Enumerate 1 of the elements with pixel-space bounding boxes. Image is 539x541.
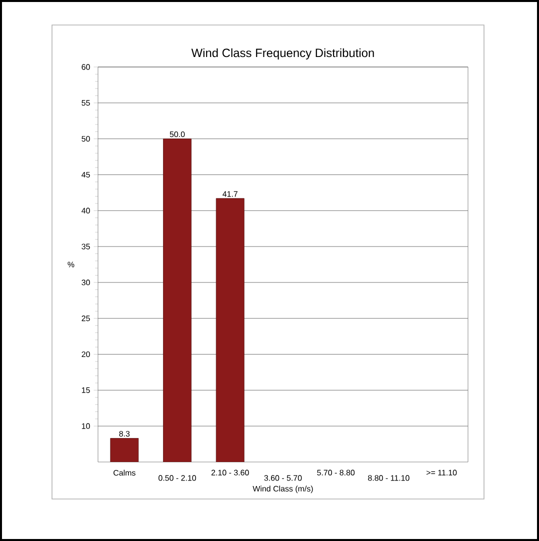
chart-title: Wind Class Frequency Distribution	[191, 48, 374, 60]
